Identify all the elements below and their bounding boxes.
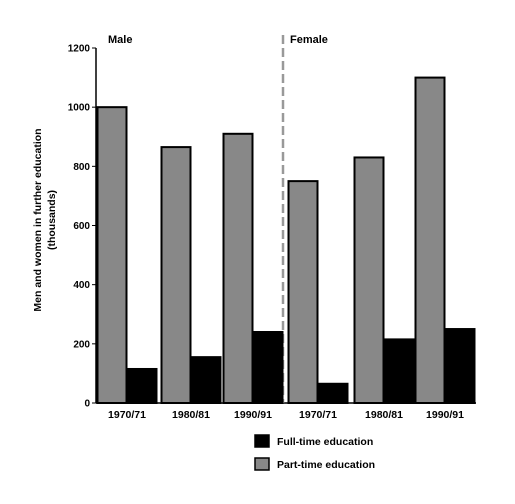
bar-female-1980-81-full-time: [383, 338, 415, 405]
x-tick-label-female-1980-81: 1980/81: [365, 409, 403, 421]
bar-male-1990-91-part-time: [222, 132, 254, 405]
y-tick-label-800: 800: [73, 162, 90, 173]
y-tick-label-600: 600: [73, 221, 90, 232]
y-axis-label-line2: (thousands): [46, 190, 58, 250]
y-tick-label-200: 200: [73, 339, 90, 350]
bar-male-1980-81-part-time: [160, 146, 192, 404]
y-tick-label-400: 400: [73, 280, 90, 291]
legend-swatch-part-time: [254, 457, 270, 471]
y-axis-label-line1: Men and women in further education: [32, 128, 44, 311]
x-tick-label-male-1980-81: 1980/81: [172, 409, 210, 421]
x-tick-label-male-1990-91: 1990/91: [234, 409, 272, 421]
x-tick-label-female-1990-91: 1990/91: [426, 409, 464, 421]
plot-layer: 0 200 400 600 800 1000 1200 Male Female 1970/71 19…: [68, 34, 476, 421]
bar-female-1990-91-part-time: [414, 76, 446, 404]
x-tick-label-female-1970-71: 1970/71: [299, 409, 337, 421]
bar-male-1970-71-part-time: [96, 106, 128, 405]
bar-female-1970-71-part-time: [287, 180, 319, 404]
bar-female-1970-71-full-time: [317, 382, 349, 405]
x-tick-label-male-1970-71: 1970/71: [108, 409, 146, 421]
bar-male-1970-71-full-time: [126, 367, 158, 404]
panel-label-male: Male: [108, 34, 132, 46]
legend-swatch-full-time: [254, 434, 270, 448]
legend-label-full-time: Full-time education: [277, 436, 373, 448]
legend-label-part-time: Part-time education: [277, 459, 375, 471]
bar-female-1990-91-full-time: [444, 328, 476, 404]
y-axis-label-group: Men and women in further education (thou…: [32, 128, 58, 311]
bar-male-1980-81-full-time: [190, 356, 222, 405]
legend: Full-time education Part-time education: [254, 434, 375, 471]
y-tick-label-0: 0: [84, 399, 90, 410]
bar-male-1990-91-full-time: [252, 331, 284, 404]
y-tick-label-1200: 1200: [68, 44, 91, 55]
panel-label-female: Female: [290, 34, 328, 46]
bar-female-1980-81-part-time: [353, 156, 385, 404]
y-tick-label-1000: 1000: [68, 103, 91, 114]
